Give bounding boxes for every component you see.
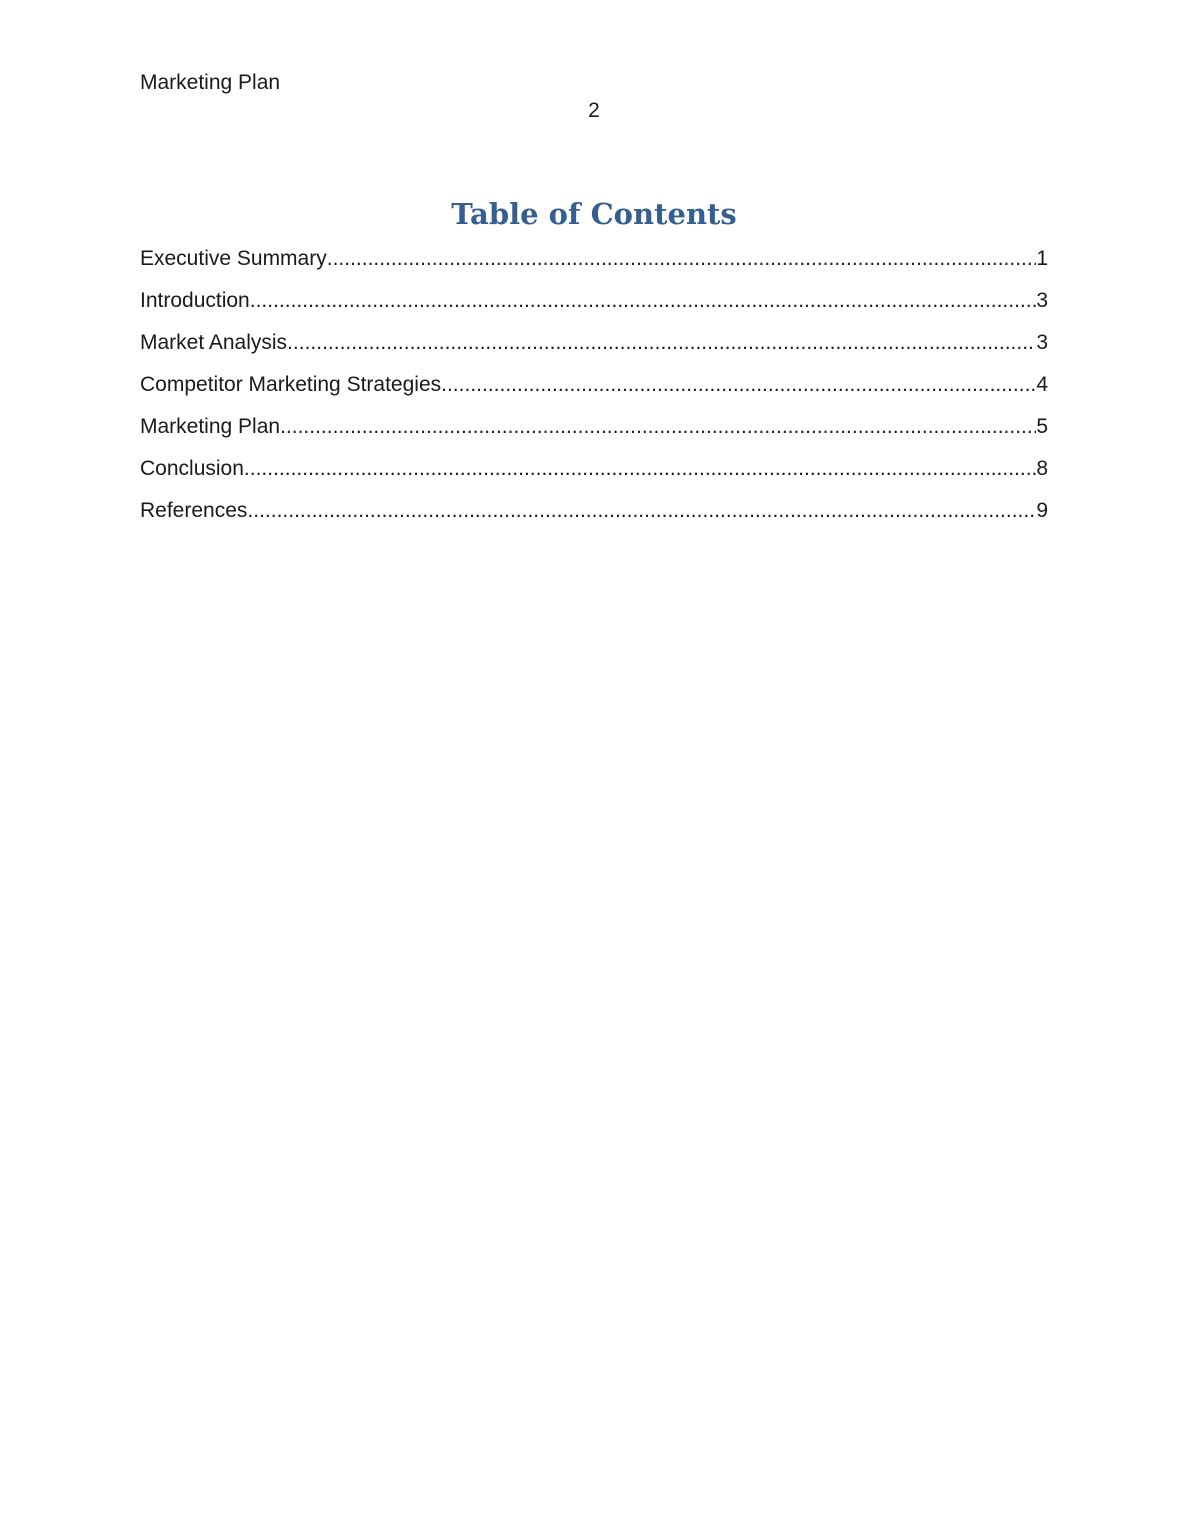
dot-leader [244,456,1036,482]
toc-entry-page[interactable]: 4 [1036,373,1048,396]
toc-entry-executive-summary[interactable]: Executive Summary 1 [140,246,1048,272]
dot-leader [327,246,1037,272]
toc-entry-label[interactable]: Introduction [140,289,250,312]
toc-entry-page[interactable]: 3 [1036,331,1048,354]
toc-entry-label[interactable]: Competitor Marketing Strategies [140,373,442,396]
toc-entry-conclusion[interactable]: Conclusion 8 [140,456,1048,482]
dot-leader [250,288,1037,314]
toc-entry-page[interactable]: 5 [1036,415,1048,438]
toc-entry-references[interactable]: References 9 [140,498,1048,524]
toc-entry-introduction[interactable]: Introduction 3 [140,288,1048,314]
toc-entry-competitor-marketing-strategies[interactable]: Competitor Marketing Strategies 4 [140,372,1048,398]
toc-heading: Table of Contents [451,197,737,231]
dot-leader [247,498,1036,524]
page-number: 2 [588,99,600,122]
running-header: Marketing Plan [140,71,281,94]
dot-leader [287,330,1036,356]
toc-entry-label[interactable]: Executive Summary [140,247,327,270]
toc-entry-label[interactable]: Marketing Plan [140,415,281,438]
toc-list: Executive Summary 1 Introduction 3 Marke… [140,246,1048,524]
dot-leader [441,372,1036,398]
toc-entry-label[interactable]: Conclusion [140,457,244,480]
toc-entry-marketing-plan[interactable]: Marketing Plan 5 [140,414,1048,440]
toc-entry-page[interactable]: 9 [1036,499,1048,522]
toc-entry-label[interactable]: References [140,499,248,522]
toc-entry-label[interactable]: Market Analysis [140,331,288,354]
toc-entry-page[interactable]: 8 [1036,457,1048,480]
dot-leader [280,414,1036,440]
toc-entry-market-analysis[interactable]: Market Analysis 3 [140,330,1048,356]
toc-entry-page[interactable]: 1 [1036,247,1048,270]
toc-entry-page[interactable]: 3 [1036,289,1048,312]
